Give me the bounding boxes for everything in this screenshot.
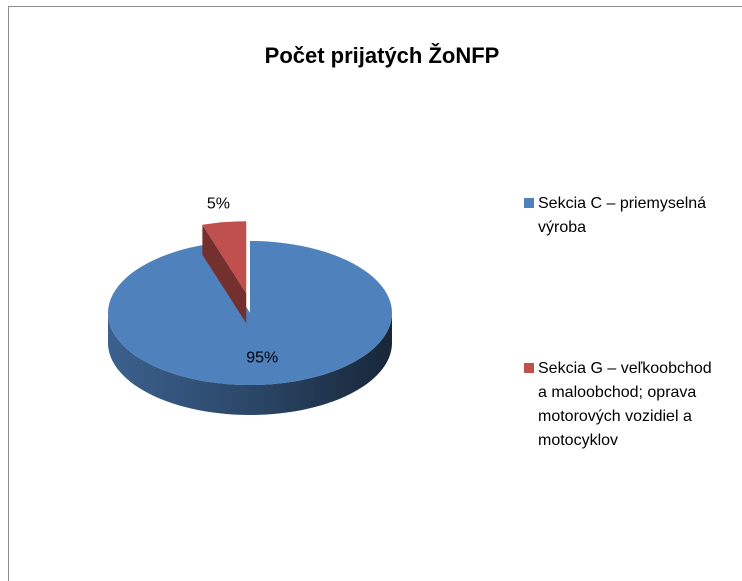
legend-label: Sekcia G – veľkoobchod a maloobchod; opr… bbox=[538, 360, 712, 449]
data-label: 95% bbox=[246, 349, 278, 366]
legend-label: Sekcia C – priemyselná výroba bbox=[538, 195, 707, 236]
legend-swatch bbox=[524, 363, 534, 373]
slice bbox=[202, 221, 247, 324]
legend-swatch bbox=[524, 198, 534, 208]
slice-cut bbox=[202, 224, 247, 324]
legend-item: Sekcia C – priemyselná výroba bbox=[524, 192, 714, 240]
slice-side bbox=[108, 313, 392, 415]
legend-item: Sekcia G – veľkoobchod a maloobchod; opr… bbox=[524, 357, 714, 453]
slice-top bbox=[202, 221, 247, 294]
chart-title: Počet prijatých ŽoNFP bbox=[265, 43, 500, 68]
slice-top bbox=[107, 241, 392, 386]
data-label: 5% bbox=[207, 196, 230, 213]
